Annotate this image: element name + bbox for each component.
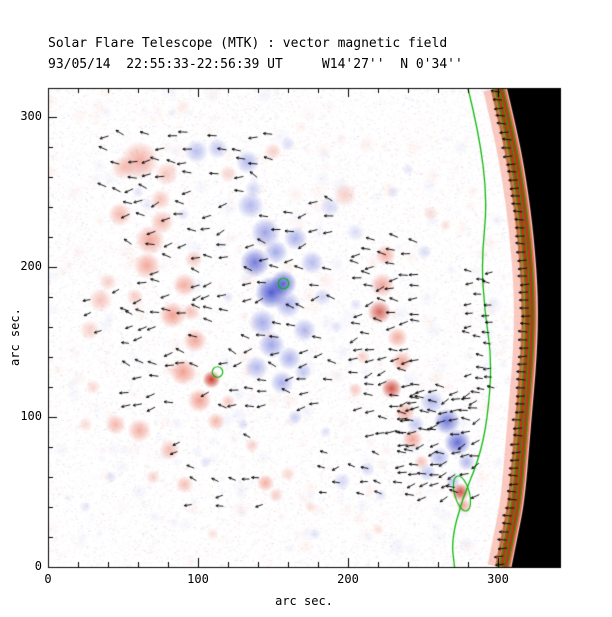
x-tick-label-100: 100	[187, 572, 209, 586]
y-axis-title: arc sec.	[8, 308, 22, 366]
y-tick-label-100: 100	[20, 409, 42, 423]
x-axis-title: arc sec.	[275, 594, 333, 608]
x-tick-label-0: 0	[44, 572, 52, 586]
plot-subtitle: 93/05/14 22:55:33-22:56:39 UT W14'27'' N…	[48, 57, 463, 72]
y-tick-label-0: 0	[34, 559, 42, 573]
x-tick-label-300: 300	[487, 572, 509, 586]
plot-title: Solar Flare Telescope (MTK) : vector mag…	[48, 36, 448, 51]
x-tick-label-200: 200	[337, 572, 359, 586]
y-tick-label-200: 200	[20, 259, 42, 273]
y-tick-label-300: 300	[20, 109, 42, 123]
